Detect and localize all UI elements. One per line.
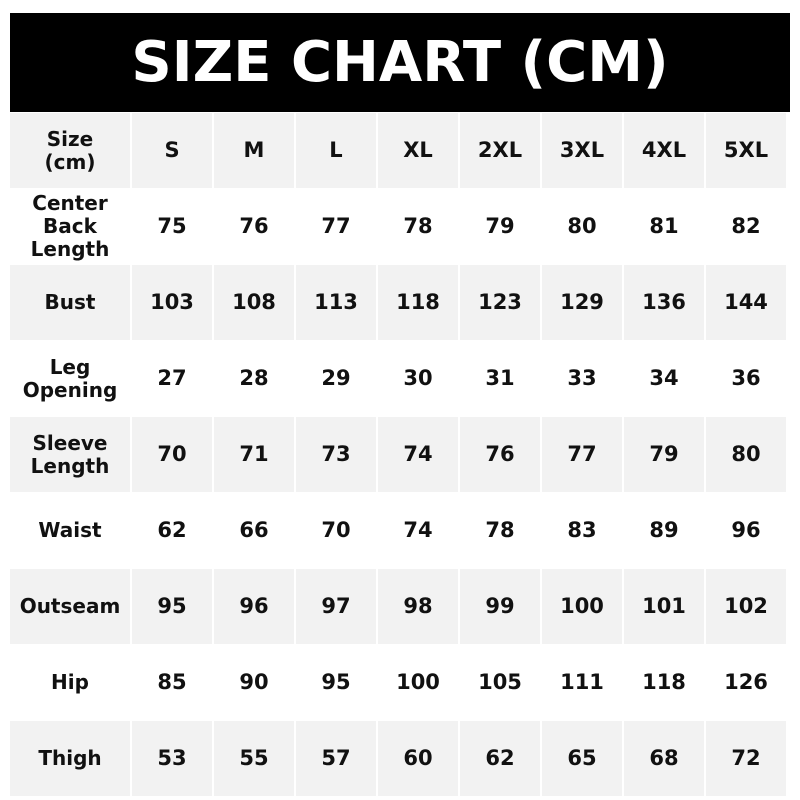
- table-cell: 113: [296, 265, 376, 341]
- table-row: Bust 103 108 113 118 123 129 136 144: [10, 265, 786, 341]
- table-cell: 90: [214, 645, 294, 721]
- table-cell: 101: [624, 569, 704, 645]
- table-cell: 118: [378, 265, 458, 341]
- table-cell: 111: [542, 645, 622, 721]
- header-label-line1: Size: [46, 126, 94, 151]
- table-cell: 74: [378, 417, 458, 493]
- table-cell: 65: [542, 721, 622, 797]
- table-cell: 96: [706, 493, 786, 569]
- table-cell: 80: [706, 417, 786, 493]
- size-header-3xl: 3XL: [542, 113, 622, 189]
- table-cell: 72: [706, 721, 786, 797]
- table-cell: 108: [214, 265, 294, 341]
- table-cell: 33: [542, 341, 622, 417]
- table-cell: 30: [378, 341, 458, 417]
- table-cell: 70: [132, 417, 212, 493]
- row-label: Bust: [10, 265, 130, 341]
- table-cell: 89: [624, 493, 704, 569]
- table-cell: 100: [542, 569, 622, 645]
- size-header-4xl: 4XL: [624, 113, 704, 189]
- table-cell: 62: [132, 493, 212, 569]
- table-cell: 118: [624, 645, 704, 721]
- table-cell: 77: [296, 189, 376, 265]
- size-table: Size (cm) S M L XL 2XL 3XL 4XL 5XL Center Back L…: [8, 113, 788, 797]
- table-cell: 126: [706, 645, 786, 721]
- row-label: Sleeve Length: [10, 417, 130, 493]
- table-cell: 57: [296, 721, 376, 797]
- table-row: Waist 62 66 70 74 78 83 89 96: [10, 493, 786, 569]
- table-cell: 66: [214, 493, 294, 569]
- table-cell: 96: [214, 569, 294, 645]
- table-cell: 78: [378, 189, 458, 265]
- title-bar: SIZE CHART (CM): [10, 13, 790, 112]
- size-header-s: S: [132, 113, 212, 189]
- table-cell: 71: [214, 417, 294, 493]
- table-cell: 81: [624, 189, 704, 265]
- table-cell: 70: [296, 493, 376, 569]
- table-cell: 100: [378, 645, 458, 721]
- table-cell: 28: [214, 341, 294, 417]
- table-row: Thigh 53 55 57 60 62 65 68 72: [10, 721, 786, 797]
- table-cell: 82: [706, 189, 786, 265]
- size-header-m: M: [214, 113, 294, 189]
- row-label: Leg Opening: [10, 341, 130, 417]
- header-row: Size (cm) S M L XL 2XL 3XL 4XL 5XL: [10, 113, 786, 189]
- table-row: Outseam 95 96 97 98 99 100 101 102: [10, 569, 786, 645]
- table-cell: 95: [296, 645, 376, 721]
- table-cell: 76: [460, 417, 540, 493]
- row-label: Hip: [10, 645, 130, 721]
- page-title: SIZE CHART (CM): [131, 30, 669, 95]
- table-cell: 123: [460, 265, 540, 341]
- table-cell: 83: [542, 493, 622, 569]
- size-header-5xl: 5XL: [706, 113, 786, 189]
- row-label: Center Back Length: [10, 189, 130, 265]
- size-header-l: L: [296, 113, 376, 189]
- size-header-xl: XL: [378, 113, 458, 189]
- table-cell: 103: [132, 265, 212, 341]
- table-cell: 74: [378, 493, 458, 569]
- table-cell: 76: [214, 189, 294, 265]
- header-label: Size (cm): [10, 113, 130, 189]
- table-cell: 36: [706, 341, 786, 417]
- row-label: Waist: [10, 493, 130, 569]
- table-cell: 29: [296, 341, 376, 417]
- table-cell: 105: [460, 645, 540, 721]
- row-label: Thigh: [10, 721, 130, 797]
- table-cell: 73: [296, 417, 376, 493]
- table-cell: 60: [378, 721, 458, 797]
- table-cell: 99: [460, 569, 540, 645]
- table-cell: 129: [542, 265, 622, 341]
- table-cell: 97: [296, 569, 376, 645]
- table-cell: 79: [460, 189, 540, 265]
- table-cell: 53: [132, 721, 212, 797]
- table-cell: 78: [460, 493, 540, 569]
- table-cell: 102: [706, 569, 786, 645]
- table-cell: 75: [132, 189, 212, 265]
- table-cell: 68: [624, 721, 704, 797]
- table-cell: 62: [460, 721, 540, 797]
- table-cell: 98: [378, 569, 458, 645]
- table-cell: 79: [624, 417, 704, 493]
- table-cell: 95: [132, 569, 212, 645]
- table-row: Leg Opening 27 28 29 30 31 33 34 36: [10, 341, 786, 417]
- table-cell: 31: [460, 341, 540, 417]
- table-row: Center Back Length 75 76 77 78 79 80 81 82: [10, 189, 786, 265]
- table-cell: 136: [624, 265, 704, 341]
- table-row: Hip 85 90 95 100 105 111 118 126: [10, 645, 786, 721]
- row-label: Outseam: [10, 569, 130, 645]
- table-cell: 34: [624, 341, 704, 417]
- table-cell: 144: [706, 265, 786, 341]
- table-cell: 85: [132, 645, 212, 721]
- table-cell: 27: [132, 341, 212, 417]
- table-row: Sleeve Length 70 71 73 74 76 77 79 80: [10, 417, 786, 493]
- header-label-line2: (cm): [44, 149, 96, 174]
- table-cell: 77: [542, 417, 622, 493]
- table-cell: 80: [542, 189, 622, 265]
- size-header-2xl: 2XL: [460, 113, 540, 189]
- table-cell: 55: [214, 721, 294, 797]
